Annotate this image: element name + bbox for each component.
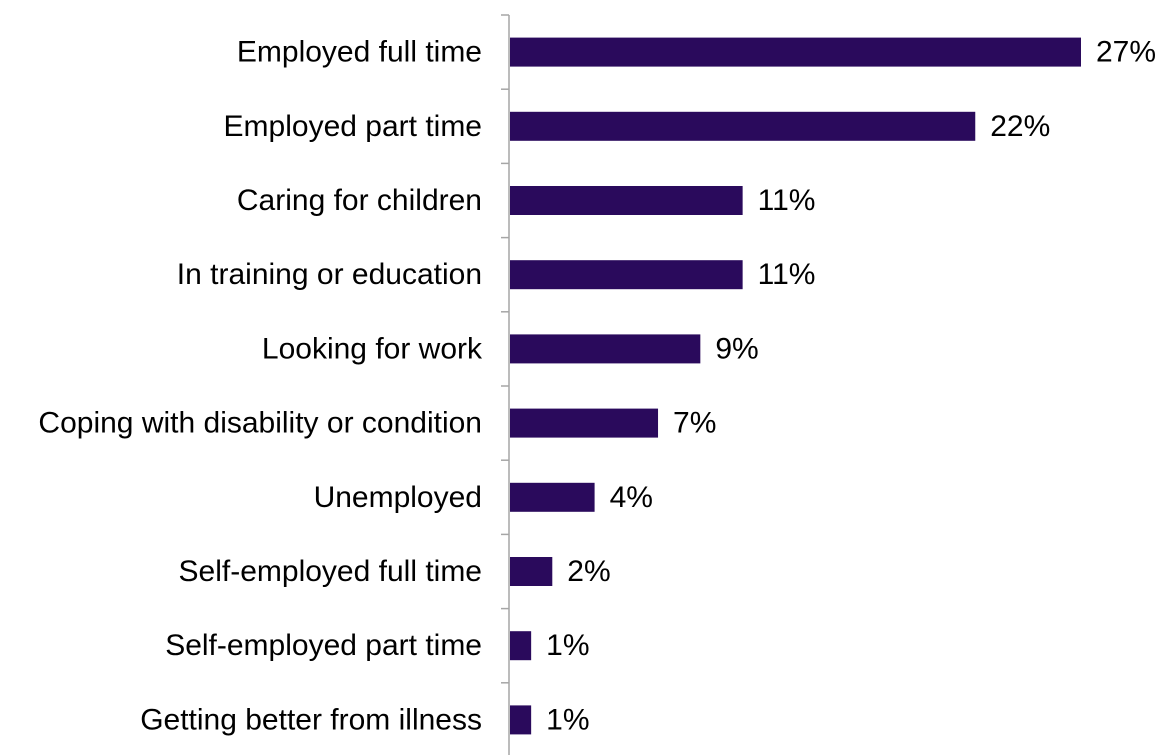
- value-label-5: 7%: [673, 407, 716, 440]
- bar-9: [510, 705, 532, 735]
- value-label-9: 1%: [546, 703, 589, 736]
- category-label-9: Getting better from illness: [140, 703, 482, 736]
- category-label-0: Employed full time: [237, 36, 482, 69]
- bars-group: [510, 37, 1081, 735]
- bar-6: [510, 482, 595, 512]
- category-label-8: Self-employed part time: [165, 629, 482, 662]
- bar-8: [510, 631, 532, 661]
- category-label-7: Self-employed full time: [179, 555, 482, 588]
- bar-0: [510, 37, 1081, 67]
- category-label-3: In training or education: [177, 258, 482, 291]
- category-labels-group: Employed full time Employed part time Cari…: [38, 36, 483, 737]
- y-axis-group: [501, 14, 510, 755]
- category-label-1: Employed part time: [224, 110, 482, 143]
- category-label-6: Unemployed: [314, 481, 482, 514]
- bar-3: [510, 260, 743, 290]
- category-label-4: Looking for work: [262, 332, 483, 365]
- category-label-2: Caring for children: [237, 184, 482, 217]
- value-label-8: 1%: [546, 629, 589, 662]
- value-label-3: 11%: [758, 258, 816, 291]
- bar-5: [510, 408, 659, 438]
- value-label-6: 4%: [610, 481, 653, 514]
- value-label-2: 11%: [758, 184, 816, 217]
- bar-4: [510, 334, 701, 364]
- bar-1: [510, 111, 976, 141]
- value-label-0: 27%: [1096, 36, 1156, 69]
- value-label-1: 22%: [990, 110, 1050, 143]
- bar-2: [510, 186, 743, 215]
- bar-7: [510, 557, 553, 586]
- value-label-4: 9%: [715, 332, 758, 365]
- value-label-7: 2%: [567, 555, 610, 588]
- value-labels-group: 27% 22% 11% 11% 9% 7% 4% 2% 1% 1%: [546, 36, 1156, 737]
- category-label-5: Coping with disability or condition: [38, 407, 482, 440]
